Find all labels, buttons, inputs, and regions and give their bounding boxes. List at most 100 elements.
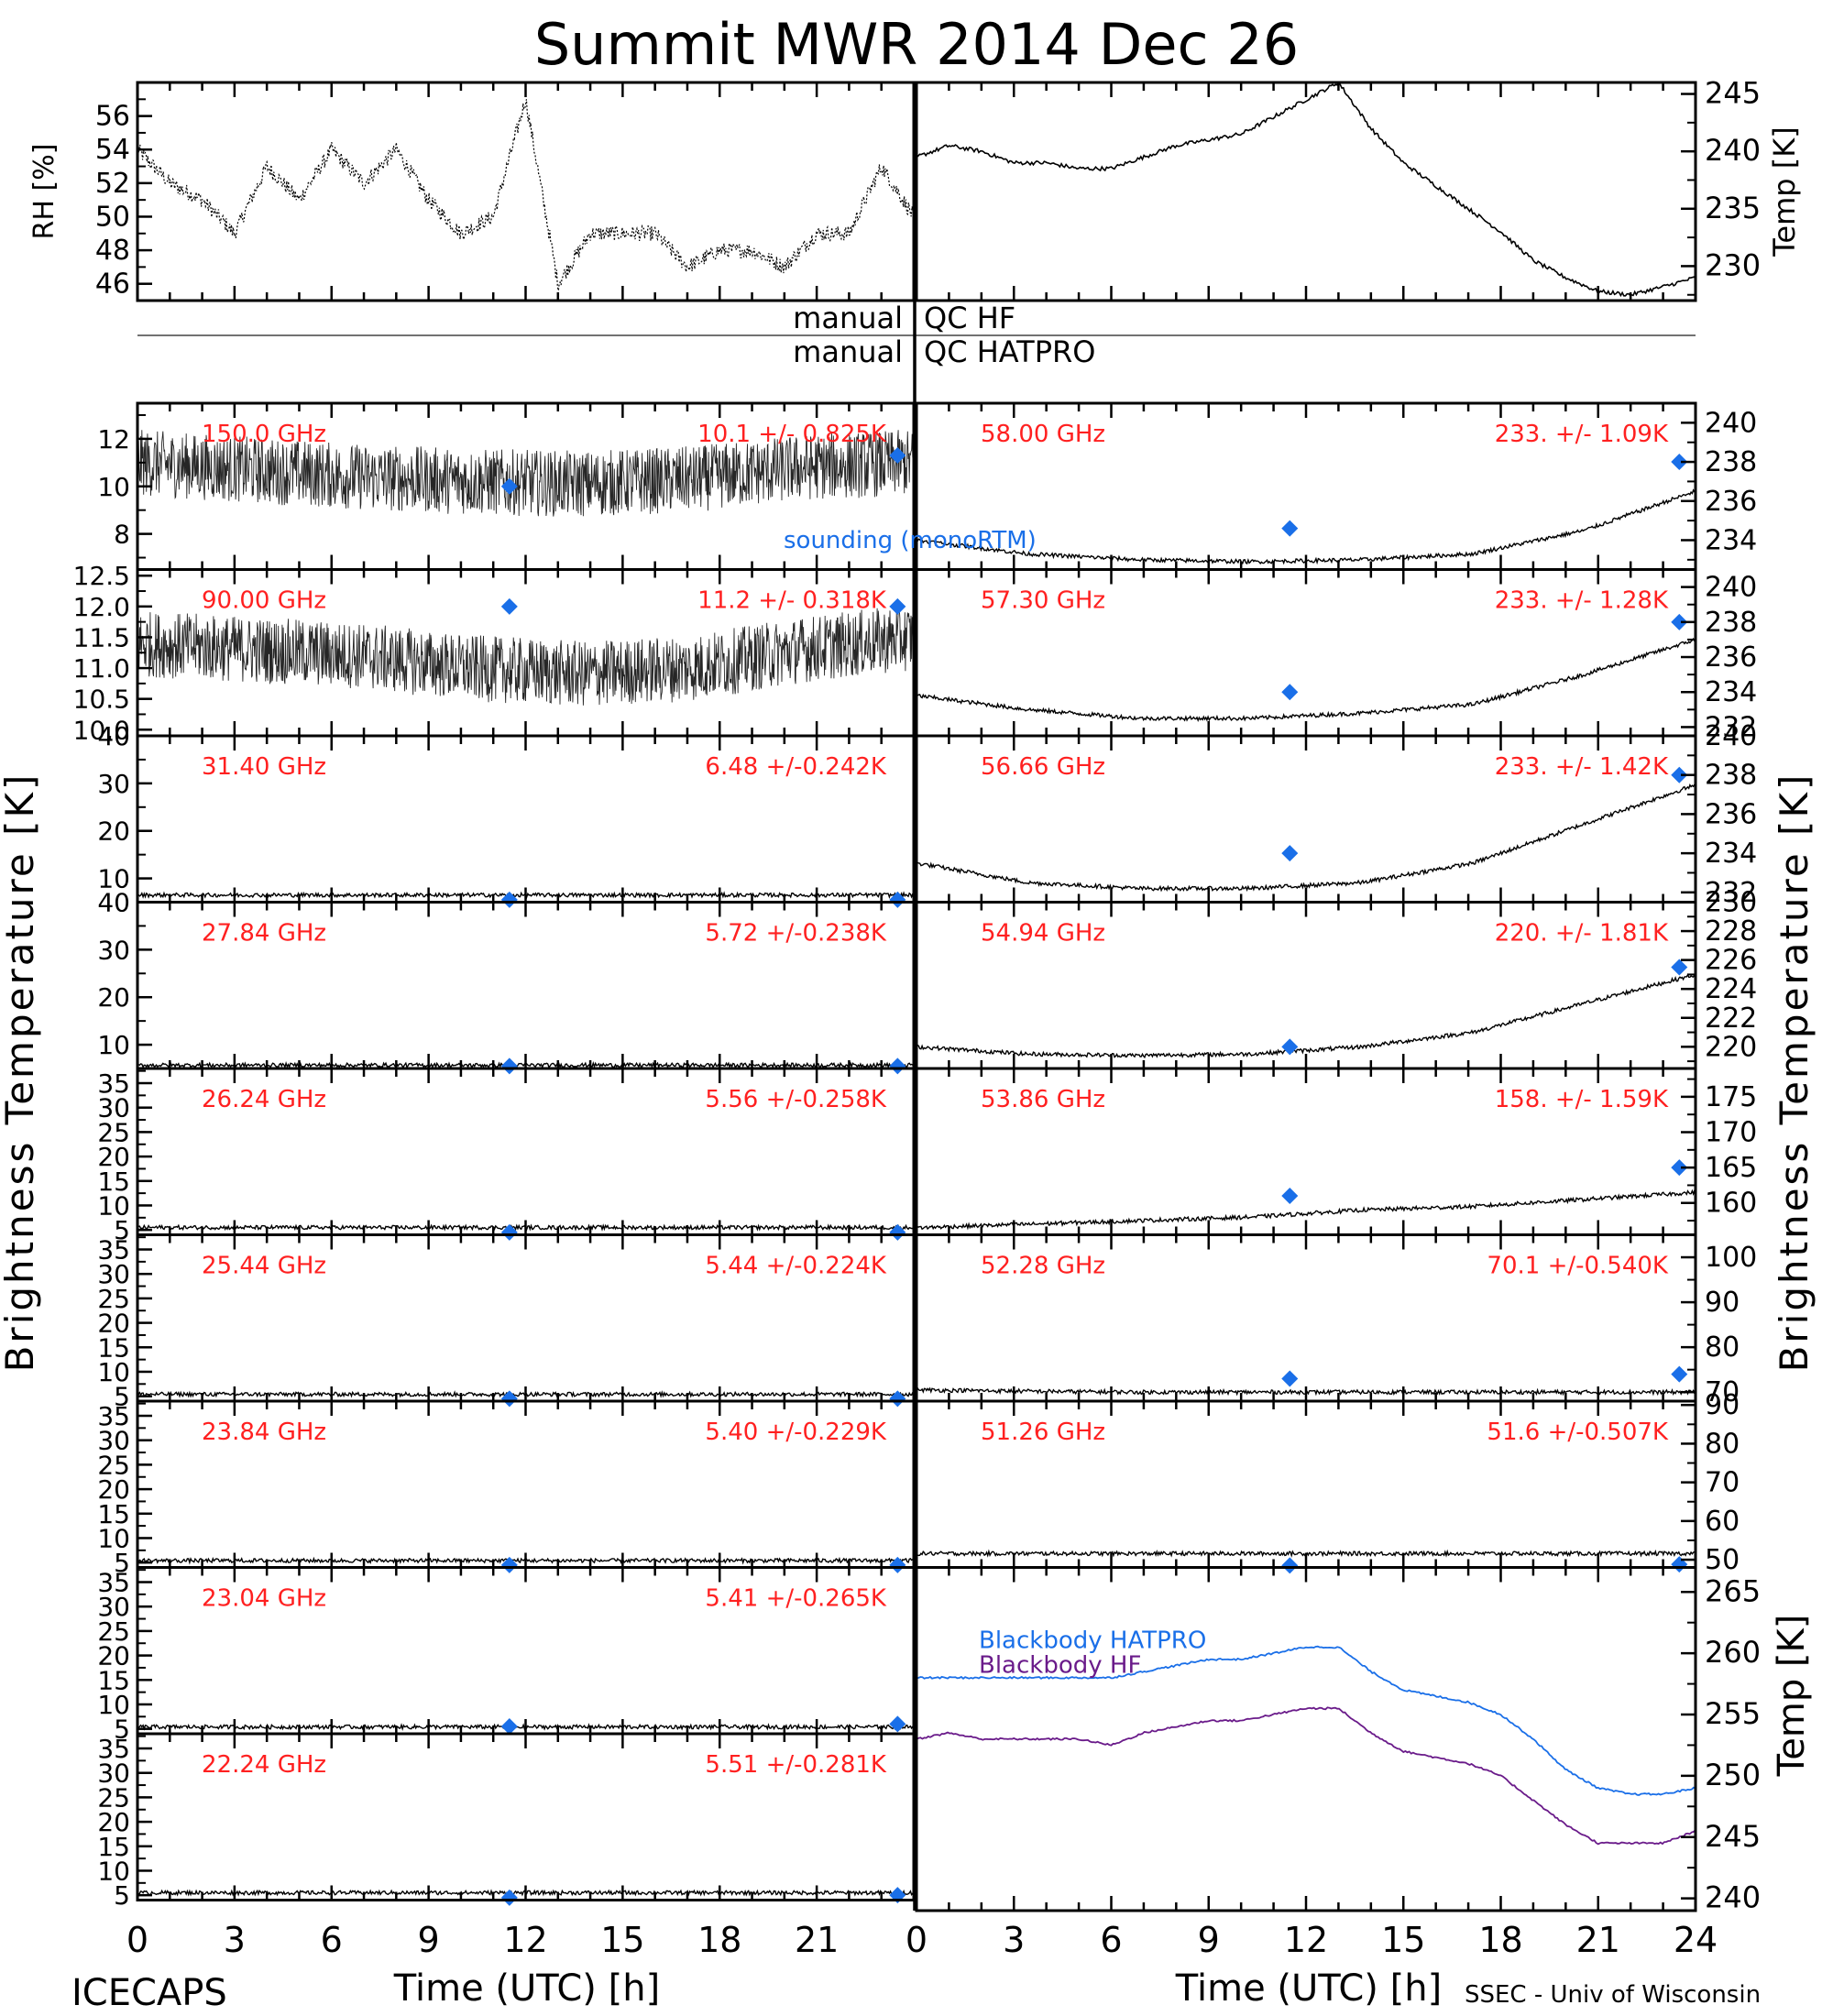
y-tick-label: 240 xyxy=(1705,572,1757,604)
sounding-point xyxy=(500,1057,518,1075)
sounding-point xyxy=(889,1390,906,1408)
y-tick-label: 50 xyxy=(1705,1544,1740,1576)
y-tick-label: 10 xyxy=(97,472,130,502)
qc-right-label-2: QC HATPRO xyxy=(924,334,1095,369)
channel-stat-label: 233. +/- 1.28K xyxy=(1495,587,1669,615)
x-tick-label: 21 xyxy=(1576,1920,1620,1960)
y-tick-label: 25 xyxy=(97,1450,130,1480)
y-tick-label: 30 xyxy=(97,1759,130,1789)
y-tick-label: 224 xyxy=(1705,973,1757,1005)
channel-frequency-label: 56.66 GHz xyxy=(981,753,1105,781)
y-tick-label: 265 xyxy=(1705,1573,1761,1608)
sounding-point xyxy=(1281,1188,1299,1205)
y-tick-label: 80 xyxy=(1705,1331,1740,1364)
y-tick-label: 20 xyxy=(97,1142,130,1172)
y-tick-label: 5 xyxy=(114,1880,130,1911)
y-tick-label: 165 xyxy=(1705,1152,1757,1184)
y-tick-label: 25 xyxy=(97,1782,130,1813)
channel-stat-label: 6.48 +/-0.242K xyxy=(705,753,887,781)
x-axis-label-right: Time (UTC) [h] xyxy=(1175,1967,1442,2010)
y-tick-label: 15 xyxy=(97,1665,130,1695)
y-tick-label: 170 xyxy=(1705,1117,1757,1149)
y-tick-label: 232 xyxy=(1705,877,1757,909)
sounding-point xyxy=(1671,613,1688,630)
y-tick-label: 20 xyxy=(97,816,130,847)
y-tick-label: 100 xyxy=(1705,1242,1757,1274)
y-tick-label: 30 xyxy=(97,935,130,965)
x-tick-label: 9 xyxy=(1198,1920,1220,1960)
x-tick-label: 15 xyxy=(600,1920,644,1960)
channel-stat-label: 5.56 +/-0.258K xyxy=(705,1086,887,1113)
channel-frequency-label: 53.86 GHz xyxy=(981,1086,1105,1113)
x-axis-label-left: Time (UTC) [h] xyxy=(393,1967,660,2010)
y-tick-label: 260 xyxy=(1705,1635,1761,1670)
x-tick-label: 6 xyxy=(321,1920,343,1960)
y-tick-label: 35 xyxy=(97,1401,130,1431)
y-tick-label: 20 xyxy=(97,1641,130,1671)
channel-series-line xyxy=(137,430,915,517)
sounding-point xyxy=(1281,684,1299,701)
y-tick-label: 35 xyxy=(97,1068,130,1099)
qc-left-label-1: manual xyxy=(793,301,903,335)
channel-series-line xyxy=(916,783,1696,893)
channel-frequency-label: 27.84 GHz xyxy=(202,920,326,948)
sounding-point xyxy=(889,1556,906,1573)
x-tick-label: 24 xyxy=(1674,1920,1718,1960)
y-tick-label: 8 xyxy=(114,520,130,550)
channel-stat-label: 5.51 +/-0.281K xyxy=(705,1751,887,1779)
sounding-point xyxy=(1671,959,1688,976)
y-tick-label: 175 xyxy=(1705,1081,1757,1113)
y-tick-label: 90 xyxy=(1705,1287,1740,1319)
y-tick-label: 46 xyxy=(95,268,130,301)
y-tick-label: 15 xyxy=(97,1167,130,1197)
frames-layer xyxy=(136,81,1697,1912)
y-tick-label: 245 xyxy=(1705,1819,1761,1854)
y-tick-label: 232 xyxy=(1705,711,1757,743)
blackbody-hf-legend: Blackbody HF xyxy=(979,1652,1141,1680)
channel-stat-label: 51.6 +/-0.507K xyxy=(1487,1419,1669,1446)
x-tick-label: 3 xyxy=(224,1920,246,1960)
blackbody-hatpro-line xyxy=(916,1645,1696,1796)
y-tick-label: 245 xyxy=(1705,76,1761,111)
y-tick-label: 10 xyxy=(97,1523,130,1553)
y-tick-label: 10 xyxy=(97,1030,130,1060)
y-tick-label: 35 xyxy=(97,1235,130,1265)
channel-series-line xyxy=(916,637,1696,723)
sounding-point xyxy=(500,597,518,615)
channel-frequency-label: 52.28 GHz xyxy=(981,1253,1105,1280)
y-tick-label: 10 xyxy=(97,1357,130,1387)
y-tick-label: 80 xyxy=(1705,1428,1740,1460)
x-tick-label: 0 xyxy=(126,1920,148,1960)
sounding-point xyxy=(889,597,906,615)
x-tick-label: 21 xyxy=(795,1920,839,1960)
qc-right-label-1: QC HF xyxy=(924,301,1015,335)
y-tick-label: 228 xyxy=(1705,915,1757,948)
channel-frequency-label: 51.26 GHz xyxy=(981,1419,1105,1446)
rh-panel-frame xyxy=(136,81,916,302)
y-tick-label: 235 xyxy=(1705,191,1761,225)
channel-frequency-label: 54.94 GHz xyxy=(981,920,1105,948)
y-tick-label: 222 xyxy=(1705,1003,1757,1035)
y-tick-label: 50 xyxy=(95,201,130,233)
x-tick-label: 9 xyxy=(418,1920,440,1960)
y-tick-label: 10 xyxy=(97,1690,130,1720)
blackbody-axis-label: Temp [K] xyxy=(1771,1615,1813,1778)
sounding-point xyxy=(500,1390,518,1408)
y-tick-label: 5 xyxy=(114,1548,130,1578)
chart-title: Summit MWR 2014 Dec 26 xyxy=(534,11,1299,78)
channel-stat-label: 5.72 +/-0.238K xyxy=(705,920,887,948)
x-tick-label: 18 xyxy=(697,1920,741,1960)
y-tick-label: 20 xyxy=(97,1474,130,1505)
y-tick-label: 236 xyxy=(1705,486,1757,518)
y-tick-label: 56 xyxy=(95,101,130,133)
y-tick-label: 220 xyxy=(1705,1031,1757,1063)
channel-frequency-label: 57.30 GHz xyxy=(981,587,1105,615)
sounding-point xyxy=(1281,1370,1299,1387)
channel-series-line xyxy=(916,972,1696,1059)
y-tick-label: 240 xyxy=(1705,133,1761,168)
channel-frequency-label: 25.44 GHz xyxy=(202,1253,326,1280)
y-tick-label: 240 xyxy=(1705,1880,1761,1915)
y-tick-label: 10 xyxy=(97,1190,130,1221)
sounding-point xyxy=(889,1715,906,1733)
